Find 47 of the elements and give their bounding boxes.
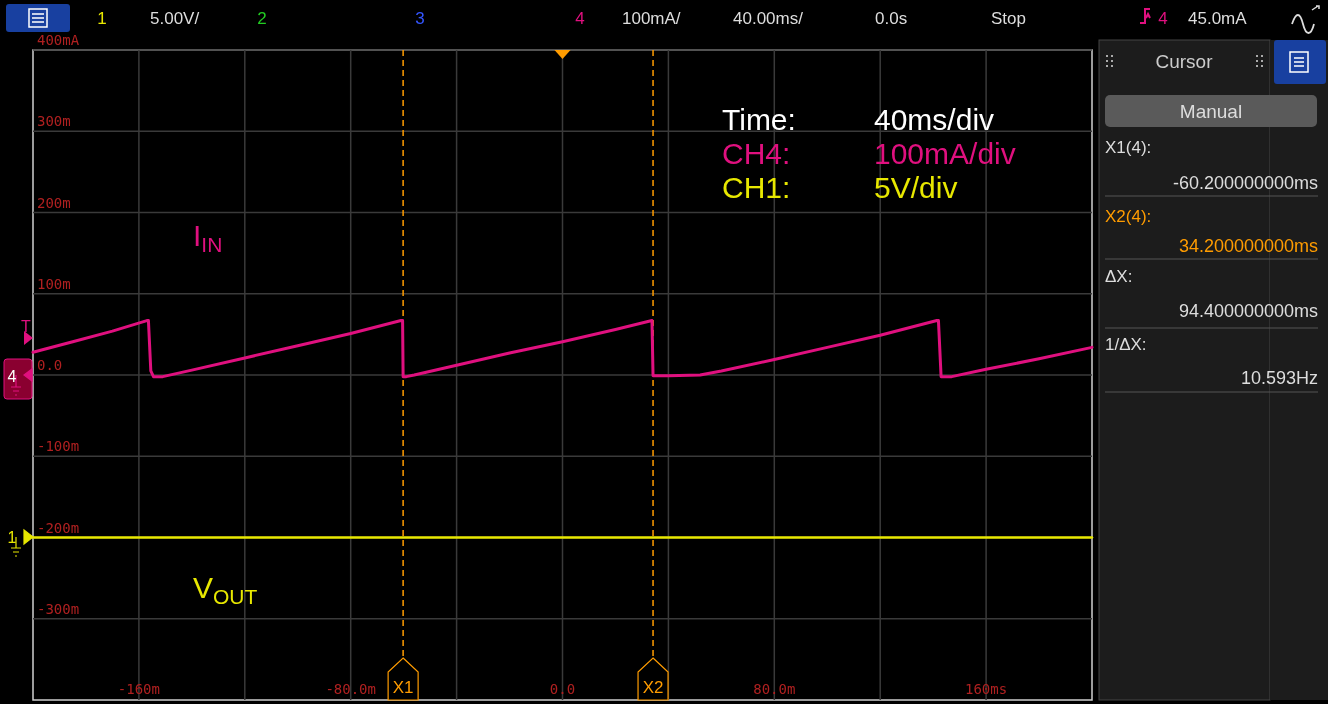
text: 4 — [1158, 9, 1168, 28]
text: T — [21, 318, 32, 335]
text: Manual — [1179, 101, 1243, 122]
text: 1 — [7, 529, 17, 546]
text: 45.0mA — [1188, 9, 1248, 28]
y-tick-label: -300m — [37, 600, 80, 617]
x-tick-label: 80.0m — [753, 681, 796, 697]
text: -60.200000000ms — [1172, 173, 1318, 193]
x-tick-label: 0.0 — [549, 681, 576, 697]
text: 94.400000000ms — [1178, 301, 1318, 321]
series-label: V$_{OUT}$ — [193, 571, 258, 609]
text: X2(4): — [1105, 207, 1152, 226]
text: Cursor — [1155, 51, 1214, 72]
text: 1 — [97, 9, 107, 28]
text: 10.593Hz — [1240, 368, 1318, 388]
y-tick-label: 400mA — [37, 32, 80, 48]
y-tick-label: -100m — [37, 438, 80, 455]
annotation: CH1: — [722, 171, 791, 204]
x-tick-label: 160ms — [965, 681, 1008, 697]
annotation: 100mA/div — [874, 137, 1016, 170]
y-tick-label: 100m — [37, 275, 71, 292]
text: 4 — [575, 9, 585, 28]
text: 40.00ms/ — [733, 9, 804, 28]
text: 34.200000000ms — [1178, 236, 1318, 256]
text: 100mA/ — [622, 9, 681, 28]
text: 2 — [257, 9, 267, 28]
y-tick-label: 0.0 — [37, 357, 63, 373]
x-tick-label: -160m — [117, 681, 160, 697]
text: 3 — [415, 9, 425, 28]
text: 1/ΔX: — [1105, 335, 1147, 354]
y-tick-label: 200m — [37, 194, 71, 211]
y-tick-label: -200m — [37, 519, 80, 536]
x-tick-label: -80.0m — [325, 681, 376, 697]
text: 4 — [7, 368, 17, 385]
ref-line-label: X2 — [642, 678, 664, 697]
text: 5.00V/ — [150, 9, 200, 28]
text: ΔX: — [1105, 267, 1133, 286]
y-tick-label: 300m — [37, 113, 71, 130]
annotation: 5V/div — [874, 171, 958, 204]
annotation: CH4: — [722, 137, 791, 170]
text: Stop — [991, 9, 1026, 28]
annotation: 40ms/div — [874, 103, 995, 136]
text: X1(4): — [1105, 138, 1152, 157]
ref-line-label: X1 — [392, 678, 414, 697]
annotation: Time: — [722, 103, 796, 136]
text: I$_{IN}$ — [193, 219, 223, 257]
text: 0.0s — [875, 9, 908, 28]
